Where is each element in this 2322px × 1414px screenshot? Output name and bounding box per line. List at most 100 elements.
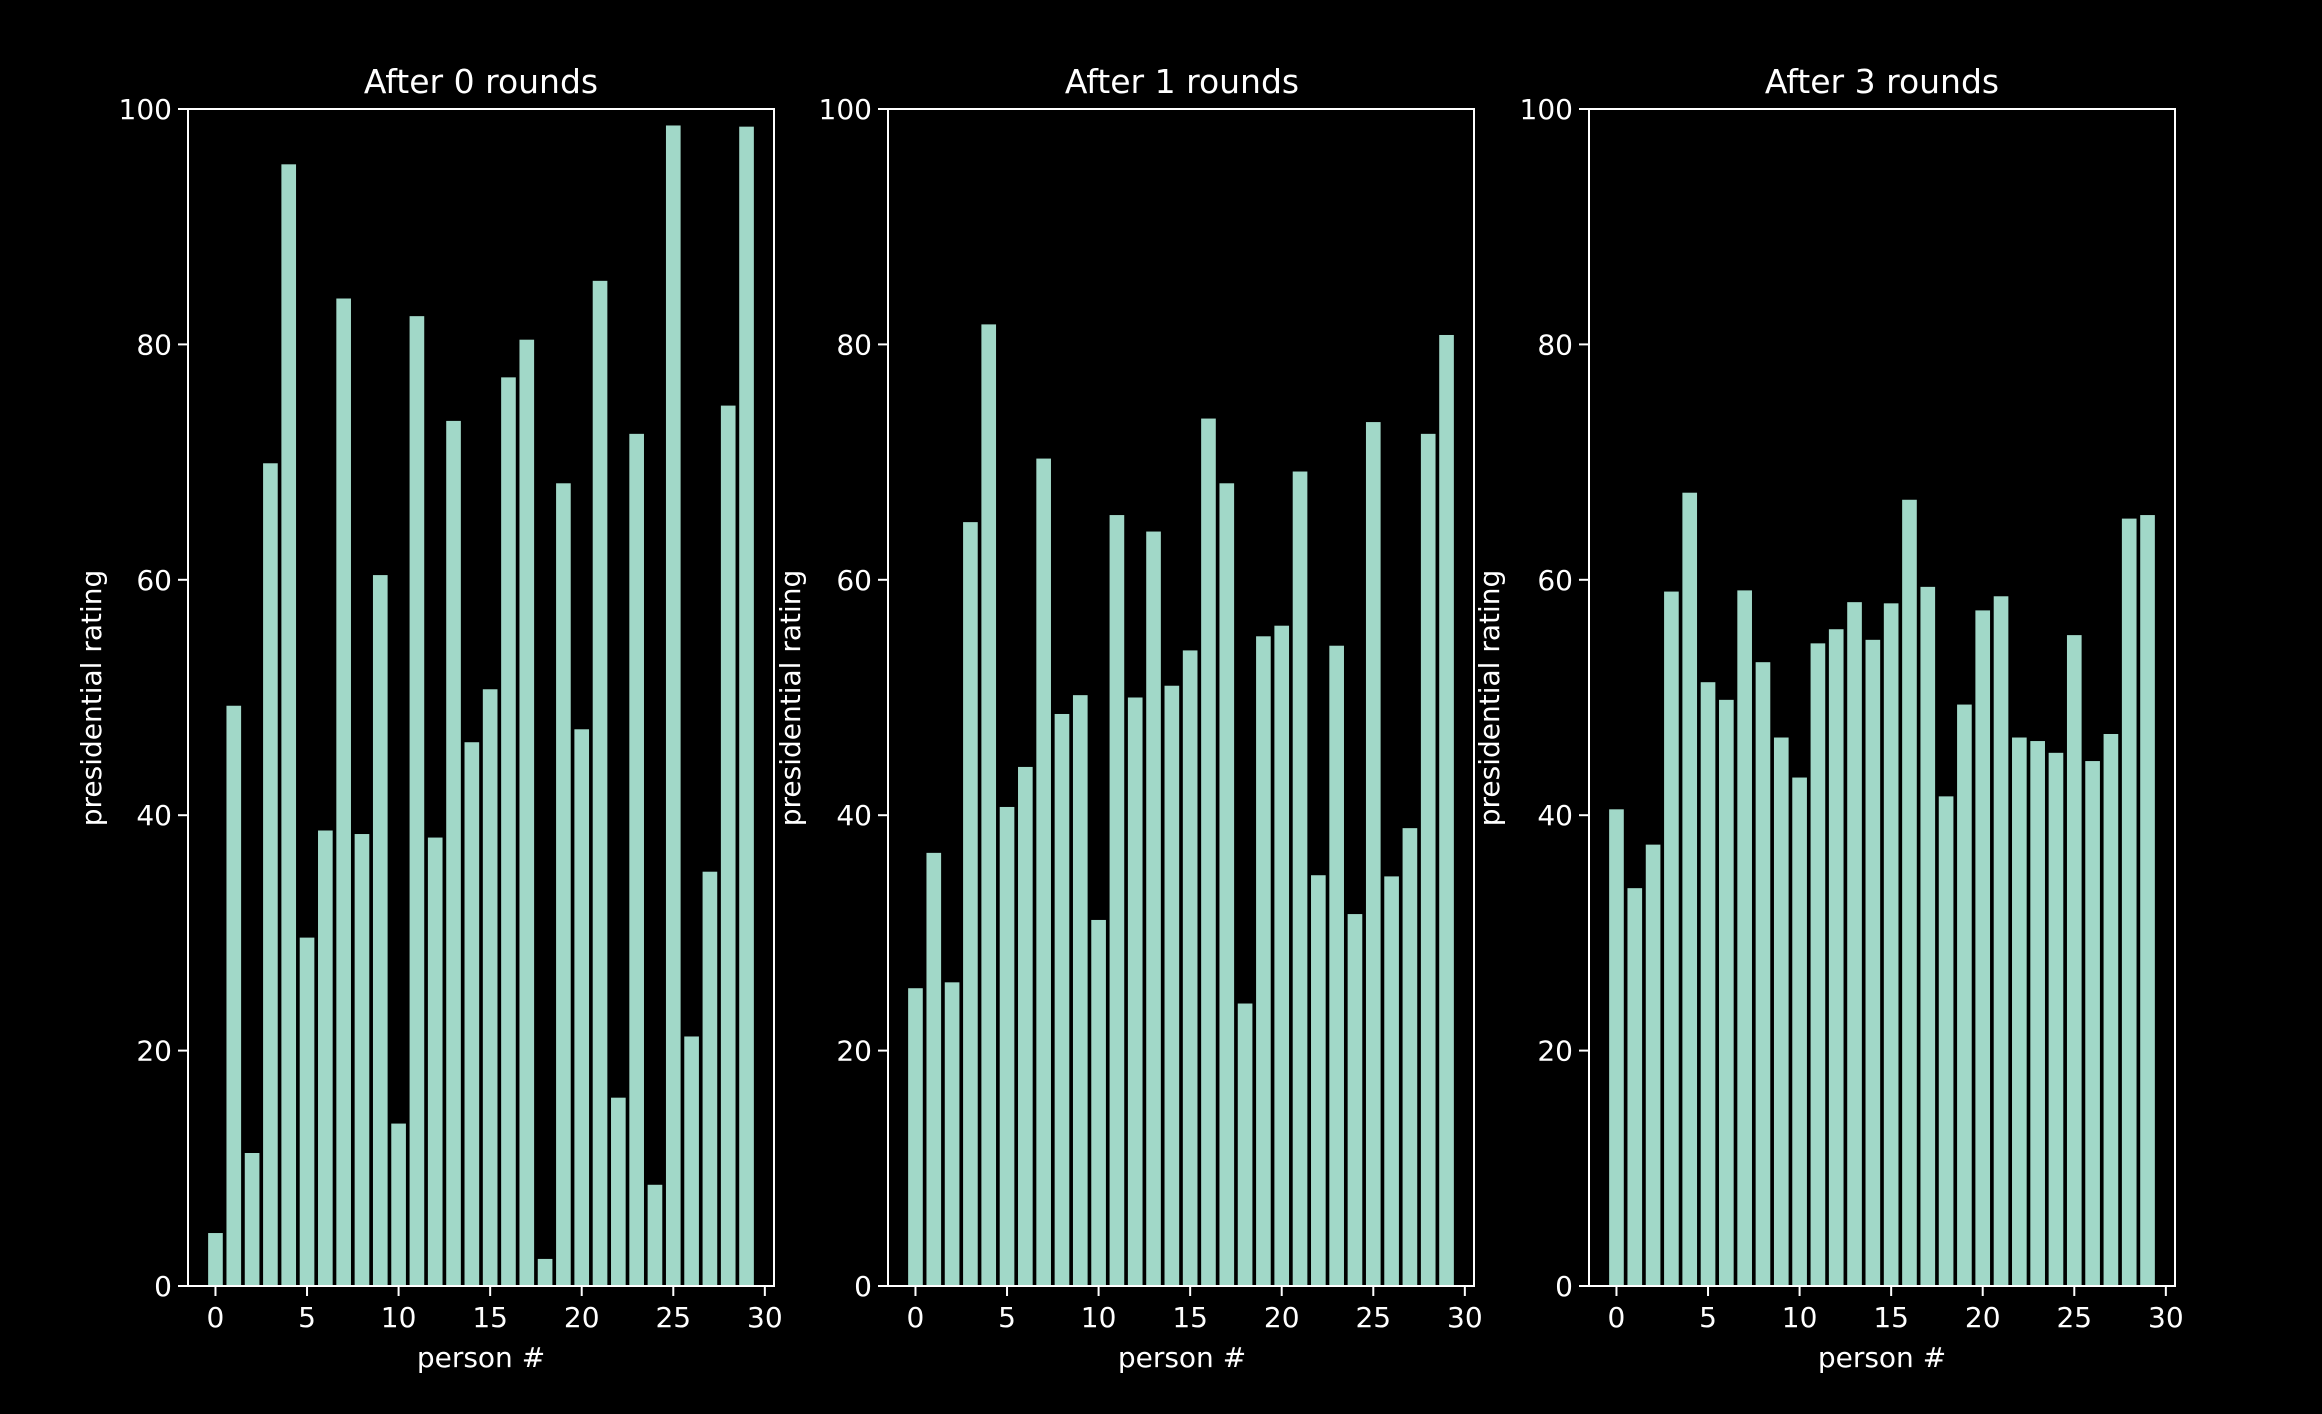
bar-person-13 bbox=[446, 420, 461, 1286]
bar-person-24 bbox=[647, 1184, 663, 1286]
bar-person-16 bbox=[1201, 418, 1216, 1286]
x-tick-label: 0 bbox=[907, 1301, 925, 1334]
bar-person-1 bbox=[1627, 888, 1643, 1286]
x-tick-label: 15 bbox=[1172, 1301, 1208, 1334]
bar-person-4 bbox=[281, 164, 297, 1286]
subplot-title: After 3 rounds bbox=[1765, 62, 1999, 101]
bar-person-16 bbox=[1902, 499, 1917, 1286]
bar-person-3 bbox=[963, 522, 978, 1286]
y-tick-label: 100 bbox=[1520, 93, 1573, 126]
bar-person-12 bbox=[1828, 629, 1844, 1286]
bar-person-11 bbox=[409, 316, 425, 1286]
x-axis-label: person # bbox=[1118, 1341, 1246, 1374]
x-tick-label: 10 bbox=[381, 1301, 417, 1334]
bar-person-12 bbox=[427, 837, 443, 1286]
bar-person-10 bbox=[1792, 777, 1807, 1286]
bar-person-27 bbox=[702, 871, 718, 1286]
y-tick-label: 60 bbox=[836, 564, 872, 597]
bar-person-13 bbox=[1847, 602, 1862, 1286]
bar-person-29 bbox=[739, 126, 754, 1286]
bar-person-11 bbox=[1109, 515, 1125, 1286]
bar-person-28 bbox=[2121, 518, 2137, 1286]
bar-person-12 bbox=[1127, 697, 1143, 1286]
bar-person-18 bbox=[1938, 796, 1954, 1286]
y-tick-label: 100 bbox=[119, 93, 172, 126]
x-axis-label: person # bbox=[417, 1341, 545, 1374]
x-tick-label: 15 bbox=[1873, 1301, 1909, 1334]
y-tick-label: 0 bbox=[154, 1270, 172, 1303]
bar-person-13 bbox=[1146, 531, 1161, 1286]
bar-person-22 bbox=[2012, 737, 2027, 1286]
x-tick-label: 5 bbox=[298, 1301, 316, 1334]
y-axis-label: presidential rating bbox=[774, 570, 807, 827]
bar-person-16 bbox=[501, 377, 516, 1286]
bar-person-20 bbox=[574, 729, 590, 1286]
subplot-title: After 0 rounds bbox=[364, 62, 598, 101]
bar-person-6 bbox=[318, 830, 333, 1286]
bar-person-8 bbox=[1054, 713, 1070, 1286]
x-tick-label: 20 bbox=[1965, 1301, 2001, 1334]
bar-person-7 bbox=[336, 298, 351, 1286]
y-tick-label: 20 bbox=[136, 1035, 172, 1068]
bar-person-14 bbox=[464, 742, 480, 1286]
bar-person-28 bbox=[720, 405, 736, 1287]
y-tick-label: 0 bbox=[1555, 1270, 1573, 1303]
y-tick-label: 80 bbox=[1537, 328, 1573, 361]
axes-frame bbox=[1588, 108, 2176, 1287]
bar-person-15 bbox=[482, 689, 498, 1286]
x-tick-label: 0 bbox=[1608, 1301, 1626, 1334]
bar-person-29 bbox=[1439, 334, 1454, 1287]
bar-person-18 bbox=[1237, 1003, 1253, 1286]
bar-person-11 bbox=[1810, 643, 1826, 1286]
bar-person-9 bbox=[372, 575, 388, 1286]
bar-person-22 bbox=[1311, 875, 1326, 1286]
plot-area: 0 5 10 15 20 25 30 0 20 40 60 80 100 bbox=[119, 93, 783, 1334]
bar-person-0 bbox=[908, 988, 923, 1286]
bar-person-26 bbox=[2085, 761, 2100, 1286]
bar-person-6 bbox=[1018, 766, 1033, 1286]
bar-person-5 bbox=[999, 806, 1015, 1286]
bar-person-14 bbox=[1164, 685, 1180, 1286]
plot-area: 0 5 10 15 20 25 30 0 20 40 60 80 100 bbox=[819, 93, 1483, 1334]
axes-frame bbox=[887, 108, 1475, 1287]
bar-person-1 bbox=[226, 705, 242, 1286]
bar-person-2 bbox=[244, 1153, 260, 1286]
x-tick-label: 0 bbox=[207, 1301, 225, 1334]
y-tick-label: 60 bbox=[136, 564, 172, 597]
plot-area: 0 5 10 15 20 25 30 0 20 40 60 80 100 bbox=[1520, 93, 2184, 1334]
bar-person-23 bbox=[1329, 645, 1344, 1286]
subplot-title: After 1 rounds bbox=[1065, 62, 1299, 101]
bar-person-9 bbox=[1072, 695, 1088, 1286]
bar-person-7 bbox=[1737, 590, 1752, 1286]
bar-person-8 bbox=[354, 834, 370, 1286]
bar-person-7 bbox=[1036, 458, 1051, 1286]
bar-person-25 bbox=[1365, 422, 1381, 1287]
bar-person-5 bbox=[1700, 682, 1716, 1286]
bar-person-27 bbox=[2103, 733, 2119, 1286]
axes-frame bbox=[187, 108, 775, 1287]
y-tick-label: 40 bbox=[136, 799, 172, 832]
bar-person-18 bbox=[537, 1258, 553, 1286]
x-tick-label: 20 bbox=[1264, 1301, 1300, 1334]
bar-person-29 bbox=[2140, 515, 2155, 1286]
bar-person-14 bbox=[1865, 639, 1881, 1286]
bar-person-17 bbox=[519, 339, 535, 1286]
bar-person-0 bbox=[208, 1233, 223, 1286]
bar-person-23 bbox=[2030, 741, 2045, 1286]
y-axis-label: presidential rating bbox=[75, 570, 108, 827]
y-tick-label: 40 bbox=[836, 799, 872, 832]
x-tick-label: 30 bbox=[747, 1301, 783, 1334]
bar-person-19 bbox=[556, 483, 571, 1286]
bar-person-6 bbox=[1719, 699, 1734, 1286]
x-tick-label: 5 bbox=[1699, 1301, 1717, 1334]
bar-person-19 bbox=[1957, 704, 1972, 1286]
subplot-after-0-rounds: After 0 rounds presidential rating perso… bbox=[75, 62, 783, 1374]
bar-person-4 bbox=[1682, 492, 1698, 1286]
bar-person-4 bbox=[981, 324, 997, 1286]
subplot-after-1-rounds: After 1 rounds presidential rating perso… bbox=[774, 62, 1483, 1374]
bar-person-19 bbox=[1256, 636, 1271, 1286]
y-tick-label: 40 bbox=[1537, 799, 1573, 832]
bar-person-2 bbox=[944, 982, 960, 1286]
bar-person-27 bbox=[1402, 828, 1418, 1286]
bar-person-20 bbox=[1274, 625, 1290, 1286]
